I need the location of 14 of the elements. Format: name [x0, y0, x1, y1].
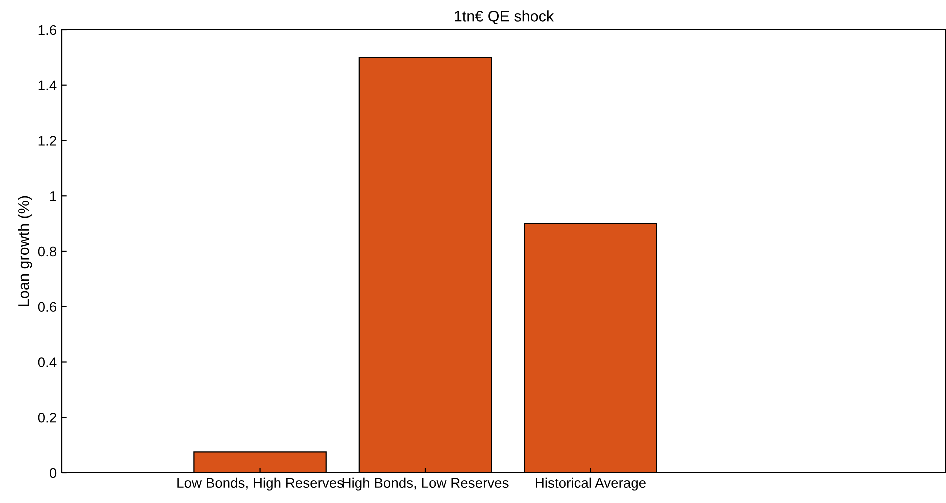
- y-tick-label: 1.2: [38, 136, 56, 146]
- y-tick-label: 1: [50, 192, 56, 202]
- y-tick-label: 0.4: [38, 358, 57, 368]
- y-tick-label: 0: [50, 468, 57, 478]
- y-tick-label: 1.6: [38, 25, 57, 36]
- y-tick-label: 0.8: [38, 246, 57, 257]
- y-tick-label: 0.2: [38, 412, 56, 423]
- x-tick-label: High Bonds, Low Reserves: [342, 478, 509, 491]
- y-tick-label: 0.6: [38, 302, 57, 312]
- x-tick-label: Low Bonds, High Reserves: [178, 478, 344, 491]
- y-tick-label: 1.4: [38, 80, 57, 90]
- y-axis-title: Loan growth (%): [18, 196, 32, 306]
- chart-title: 1tn€ QE shock: [455, 10, 554, 25]
- x-tick-label: Historical Average: [536, 478, 646, 491]
